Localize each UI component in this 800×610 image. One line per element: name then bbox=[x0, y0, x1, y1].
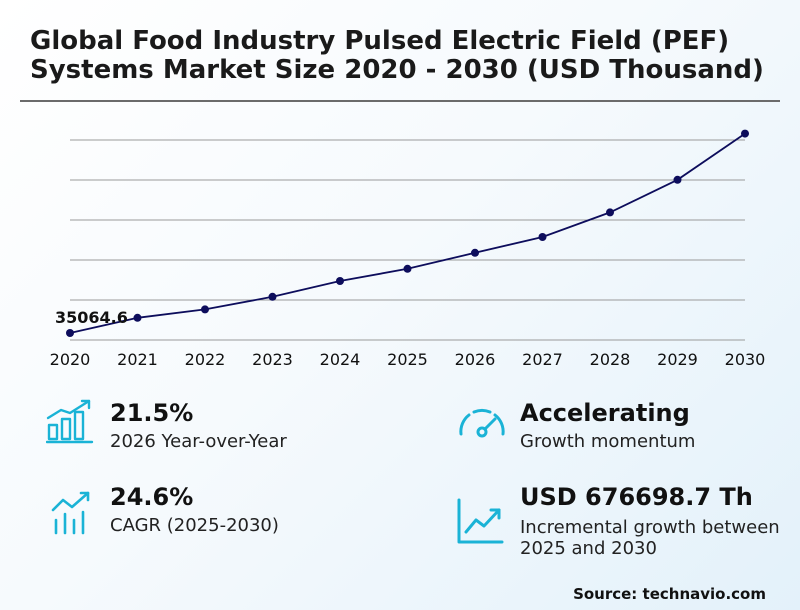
data-point-2022 bbox=[201, 305, 209, 314]
stat-momentum-label: Growth momentum bbox=[520, 431, 696, 452]
data-point-2021 bbox=[133, 313, 142, 322]
data-point-2025 bbox=[403, 264, 412, 273]
stat-yoy-label: 2026 Year-over-Year bbox=[110, 431, 287, 452]
x-tick-label-2023: 2023 bbox=[252, 350, 293, 369]
data-point-2024 bbox=[336, 277, 344, 285]
x-tick-label-2030: 2030 bbox=[725, 350, 766, 369]
stat-incremental: USD 676698.7 Th Incremental growth betwe… bbox=[520, 483, 795, 559]
series-line bbox=[69, 132, 746, 334]
data-label-2020: 35064.6 bbox=[55, 308, 128, 327]
x-tick-label-2026: 2026 bbox=[455, 350, 496, 369]
data-point-2026 bbox=[471, 248, 479, 257]
trend-bars-icon bbox=[51, 491, 90, 535]
stat-cagr-label: CAGR (2025-2030) bbox=[110, 515, 279, 536]
x-tick-label-2022: 2022 bbox=[185, 350, 226, 369]
line-chart: 2020 2021 2022 2023 2024 2025 2026 2027 2028 2029… bbox=[50, 129, 766, 369]
x-tick-label-2027: 2027 bbox=[522, 350, 563, 369]
x-tick-label-2029: 2029 bbox=[657, 350, 698, 369]
source-credit: Source: technavio.com bbox=[573, 585, 766, 603]
stat-yoy: 21.5% 2026 Year-over-Year bbox=[110, 399, 287, 452]
stat-incremental-label: Incremental growth between 2025 and 2030 bbox=[520, 517, 780, 559]
x-axis: 2020 2021 2022 2023 2024 2025 2026 2027 2028 2029… bbox=[50, 350, 766, 369]
stat-momentum-value: Accelerating bbox=[520, 399, 690, 427]
data-point-2029 bbox=[673, 175, 682, 184]
trend-chart-icon bbox=[457, 498, 504, 544]
title-divider bbox=[20, 100, 780, 102]
stat-yoy-value: 21.5% bbox=[110, 399, 194, 427]
grid-lines bbox=[70, 139, 745, 341]
bar-chart-growth-icon bbox=[46, 399, 94, 444]
data-point-2027 bbox=[538, 233, 547, 241]
stat-incremental-value: USD 676698.7 Th bbox=[520, 483, 753, 511]
series-line-layer bbox=[69, 132, 746, 334]
data-points bbox=[66, 129, 749, 337]
data-point-2020 bbox=[66, 328, 74, 337]
stat-cagr-value: 24.6% bbox=[110, 483, 194, 511]
gauge-icon bbox=[459, 408, 505, 438]
stat-momentum: Accelerating Growth momentum bbox=[520, 399, 695, 452]
x-tick-label-2020: 2020 bbox=[50, 350, 91, 369]
x-tick-label-2021: 2021 bbox=[117, 350, 158, 369]
x-tick-label-2028: 2028 bbox=[590, 350, 631, 369]
chart-title: Global Food Industry Pulsed Electric Fie… bbox=[30, 26, 764, 85]
x-tick-label-2024: 2024 bbox=[320, 350, 361, 369]
data-point-2030 bbox=[741, 129, 749, 138]
x-tick-label-2025: 2025 bbox=[387, 350, 428, 369]
data-point-2023 bbox=[268, 292, 277, 301]
data-point-2028 bbox=[606, 208, 614, 217]
data-labels: 35064.6 bbox=[55, 308, 128, 327]
stat-cagr: 24.6% CAGR (2025-2030) bbox=[110, 483, 279, 536]
